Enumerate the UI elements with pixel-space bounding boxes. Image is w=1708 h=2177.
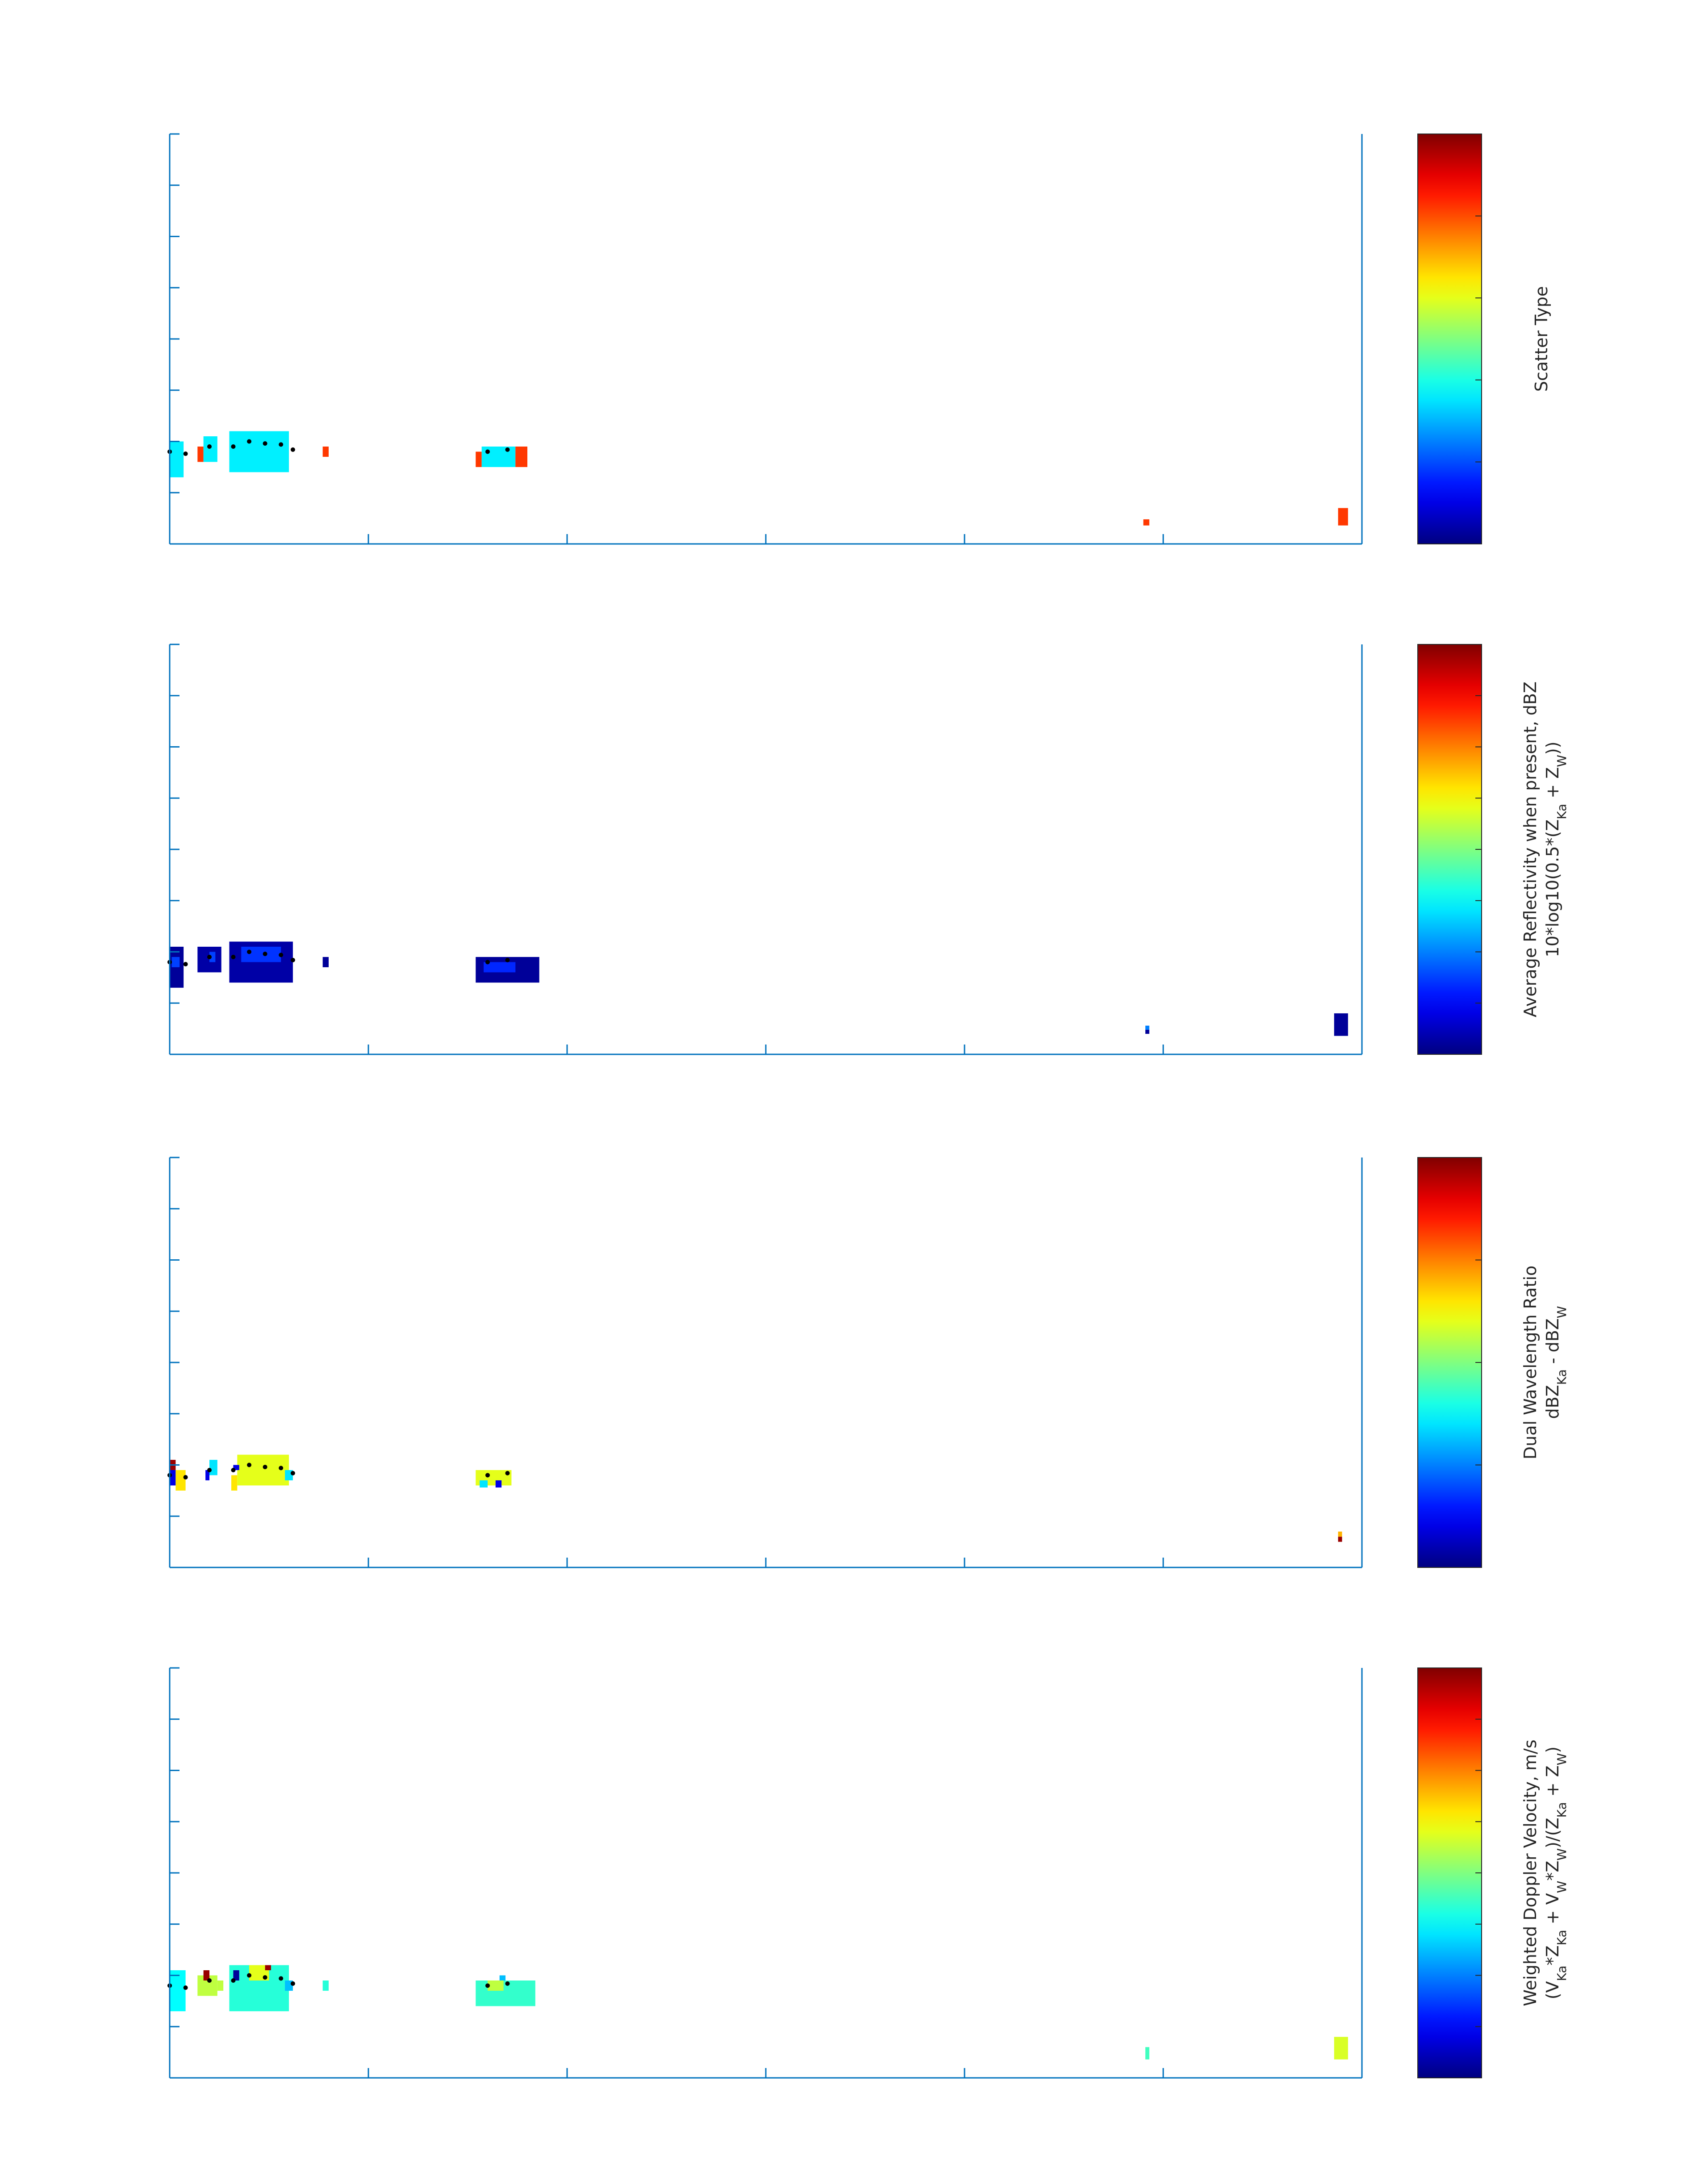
data-cell xyxy=(1338,508,1348,526)
height-marker-point xyxy=(290,1981,295,1986)
panel-2: Average Reflectivity when present, dBZ 10… xyxy=(167,643,1569,1055)
height-marker-point xyxy=(279,442,284,447)
height-marker-point xyxy=(207,444,212,449)
data-cell xyxy=(322,957,329,967)
height-marker-point xyxy=(485,1983,490,1988)
data-cell xyxy=(495,1480,502,1488)
colorbar xyxy=(1417,644,1482,1055)
height-marker-point xyxy=(279,1466,284,1471)
height-marker-point xyxy=(263,1975,267,1980)
panel-4: Weighted Doppler Velocity, m/s (VKa*ZKa +… xyxy=(167,1667,1569,2079)
data-cell xyxy=(203,436,217,462)
height-marker-point xyxy=(505,447,510,452)
data-cell xyxy=(170,1970,186,2011)
panel-3: Dual Wavelength Ratio dBZKa - dBZW xyxy=(167,1157,1569,1568)
height-marker-point xyxy=(183,451,188,456)
data-cell xyxy=(209,1460,217,1475)
height-marker-point xyxy=(505,957,510,962)
height-marker-point xyxy=(505,1981,510,1986)
height-marker-point xyxy=(183,1985,188,1990)
height-marker-point xyxy=(279,953,284,957)
data-cell xyxy=(241,947,281,962)
data-cell xyxy=(322,1980,329,1991)
data-cell xyxy=(1145,1025,1149,1030)
height-marker-point xyxy=(485,1473,490,1478)
data-cell xyxy=(231,1475,238,1491)
panel-1: Scatter Type xyxy=(167,133,1551,545)
height-marker-point xyxy=(290,447,295,452)
height-marker-point xyxy=(231,1467,236,1472)
height-marker-point xyxy=(207,1978,212,1983)
height-marker-point xyxy=(231,444,236,449)
height-marker-point xyxy=(207,954,212,959)
data-cell xyxy=(515,446,527,467)
colorbar xyxy=(1417,1157,1482,1568)
data-cell xyxy=(1334,1013,1348,1036)
colorbar xyxy=(1417,1667,1482,2078)
height-marker-point xyxy=(279,1976,284,1981)
data-cell xyxy=(1334,2037,1348,2060)
colorbar-label: Average Reflectivity when present, dBZ xyxy=(1520,681,1540,1017)
height-marker-point xyxy=(485,960,490,965)
data-cell xyxy=(1145,2047,1149,2060)
data-cell xyxy=(322,446,329,457)
height-marker-point xyxy=(183,1475,188,1480)
data-cell xyxy=(233,1970,239,1981)
data-cell xyxy=(1143,519,1149,526)
data-cell xyxy=(197,446,204,462)
colorbar-label: (VKa*ZKa + VW*ZW)/(ZKa + ZW) xyxy=(1543,1747,1569,1999)
data-cell xyxy=(1145,1029,1149,1034)
data-cell xyxy=(480,1480,488,1488)
height-marker-point xyxy=(247,439,251,444)
height-marker-point xyxy=(183,962,188,967)
height-marker-point xyxy=(263,1465,267,1470)
data-cell xyxy=(170,441,184,477)
height-marker-point xyxy=(247,1462,251,1467)
data-cell xyxy=(233,1465,239,1470)
height-marker-point xyxy=(247,949,251,954)
data-cell xyxy=(171,957,180,967)
data-cell xyxy=(205,1470,209,1480)
data-cell xyxy=(170,1470,176,1486)
data-cell xyxy=(488,1980,504,1991)
colorbar xyxy=(1417,134,1482,544)
height-marker-point xyxy=(231,954,236,959)
data-cell xyxy=(203,1970,209,1981)
height-marker-point xyxy=(505,1471,510,1475)
data-cell xyxy=(209,952,216,962)
data-cell xyxy=(217,1980,224,1991)
height-marker-point xyxy=(290,957,295,962)
data-cell xyxy=(1338,1531,1342,1537)
data-cell xyxy=(1338,1537,1342,1542)
height-marker-point xyxy=(231,1978,236,1983)
colorbar-label: 10*log10(0.5*(ZKa + ZW)) xyxy=(1543,741,1569,957)
height-marker-point xyxy=(247,1973,251,1978)
data-cell xyxy=(175,1470,186,1491)
height-marker-point xyxy=(263,441,267,446)
data-cell xyxy=(481,446,516,467)
data-cell xyxy=(484,962,516,973)
data-cell xyxy=(476,451,482,467)
data-cell xyxy=(229,431,289,472)
height-marker-point xyxy=(485,449,490,454)
data-cell xyxy=(499,1975,506,1981)
colorbar-label: Weighted Doppler Velocity, m/s xyxy=(1520,1739,1540,2006)
colorbar-label: Dual Wavelength Ratio xyxy=(1520,1266,1540,1459)
colorbar-label: Scatter Type xyxy=(1532,286,1551,392)
colorbar-label: dBZKa - dBZW xyxy=(1543,1306,1569,1419)
height-marker-point xyxy=(207,1467,212,1472)
data-cell xyxy=(265,1965,271,1971)
height-marker-point xyxy=(290,1471,295,1475)
height-marker-point xyxy=(263,952,267,957)
